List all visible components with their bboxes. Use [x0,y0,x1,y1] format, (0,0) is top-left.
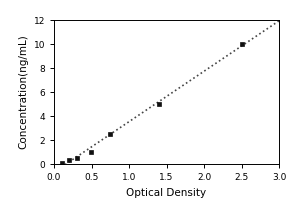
Y-axis label: Concentration(ng/mL): Concentration(ng/mL) [18,35,28,149]
X-axis label: Optical Density: Optical Density [126,188,207,198]
